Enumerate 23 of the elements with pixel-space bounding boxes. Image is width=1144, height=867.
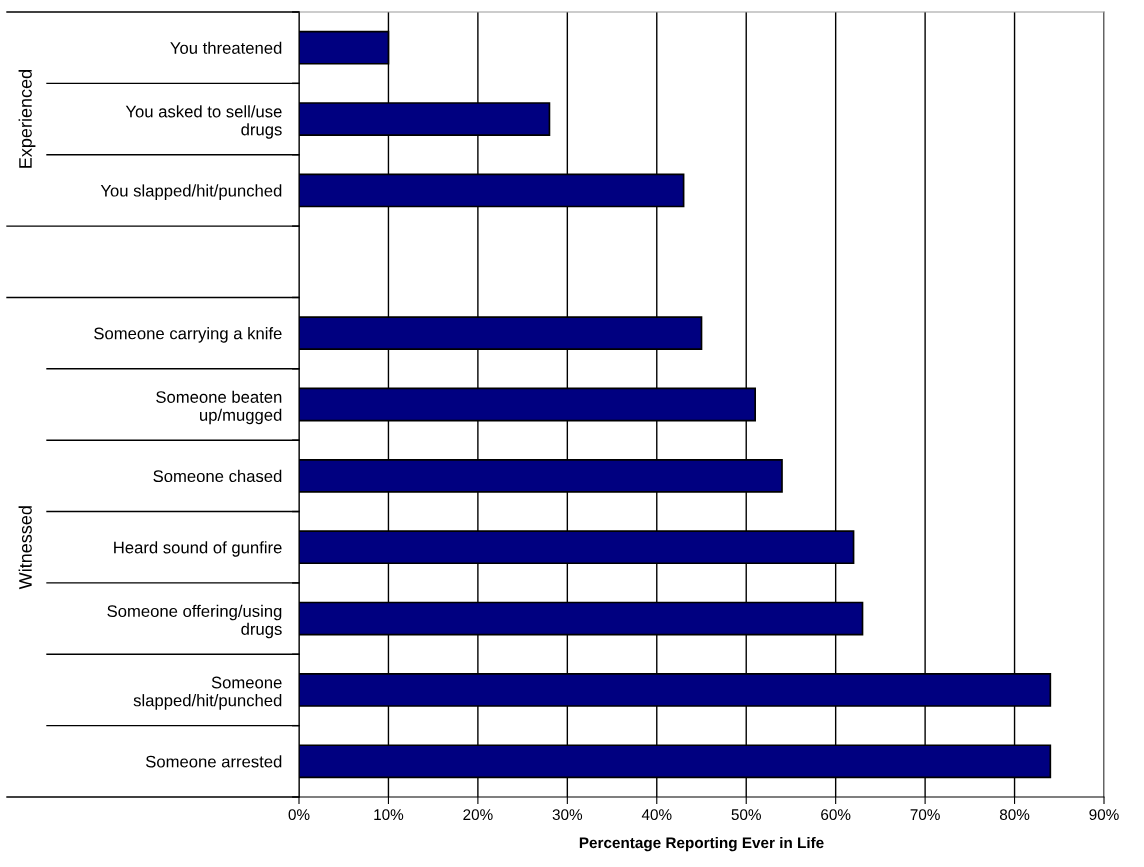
x-tick-label: 40% (641, 809, 672, 821)
y-tick-label: Someone arrested (145, 755, 282, 768)
text: Witnessed (18, 506, 32, 590)
y-tick-label: You slapped/hit/punched (100, 184, 282, 200)
y-tick-label: Someone offering/using drugs (107, 604, 282, 639)
x-tick-label: 90% (1089, 809, 1119, 821)
y-tick-label: Someone chased (153, 469, 282, 483)
x-tick-label: 50% (731, 809, 761, 821)
x-tick-label: 20% (463, 809, 493, 821)
x-tick-label: 0% (288, 809, 310, 821)
y-tick-label: You asked to sell/use drugs (125, 105, 282, 139)
x-tick-label: 70% (910, 809, 940, 821)
x-tick-label: 80% (999, 809, 1030, 821)
y-tick-label: Someone carrying a knife (94, 327, 282, 343)
y-tick-label: Someone slapped/hit/punched (133, 676, 282, 710)
y-tick-label: You threatened (170, 41, 282, 54)
text: Experienced (18, 70, 36, 168)
x-tick-label: 60% (821, 809, 851, 821)
x-tick-label: 30% (552, 809, 583, 821)
x-tick-label: 10% (374, 809, 404, 821)
y-tick-label: Heard sound of gunfire (114, 541, 282, 557)
x-axis-title: Percentage Reporting Ever in Life (579, 836, 824, 852)
y-tick-label: Someone beaten up/mugged (156, 390, 282, 425)
